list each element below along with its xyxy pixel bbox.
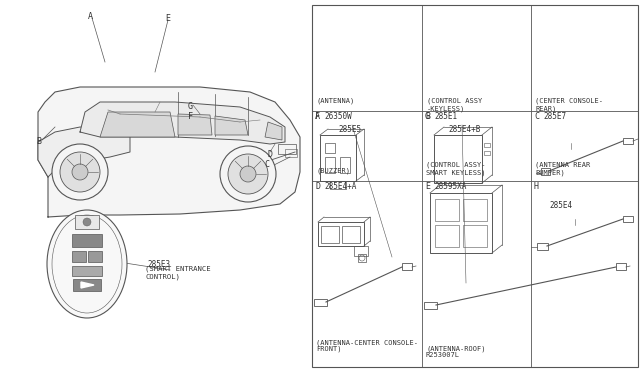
Text: A: A (315, 112, 320, 121)
Bar (537, 243, 548, 250)
Bar (484, 143, 490, 147)
Polygon shape (80, 102, 285, 144)
Text: 28595XA: 28595XA (434, 182, 467, 191)
Bar (354, 246, 368, 256)
Circle shape (240, 166, 256, 182)
Text: E: E (165, 14, 170, 23)
Bar (616, 263, 626, 270)
Text: 285E1: 285E1 (434, 112, 457, 121)
Text: E: E (425, 182, 430, 191)
Bar (330, 181, 346, 189)
Bar (463, 225, 487, 247)
Text: (ANTENNA REAR: (ANTENNA REAR (535, 162, 590, 169)
Text: BUMPER): BUMPER) (535, 169, 564, 176)
Ellipse shape (47, 210, 127, 318)
Circle shape (60, 152, 100, 192)
Bar (325, 157, 335, 173)
Bar (314, 299, 327, 306)
Circle shape (52, 144, 108, 200)
Text: C: C (534, 112, 539, 121)
Bar (321, 226, 339, 243)
Polygon shape (100, 112, 175, 137)
Text: FRONT): FRONT) (316, 346, 342, 353)
Bar (72, 251, 86, 262)
Text: (CONTROL ASSY-: (CONTROL ASSY- (426, 162, 486, 169)
Bar (623, 216, 633, 222)
Text: 285E3: 285E3 (147, 260, 170, 269)
Text: D: D (315, 182, 320, 191)
Text: D: D (268, 150, 273, 159)
Bar (430, 193, 492, 253)
Bar (88, 251, 102, 262)
Circle shape (83, 218, 91, 226)
Text: F: F (188, 112, 193, 121)
Circle shape (72, 164, 88, 180)
Circle shape (228, 154, 268, 194)
Polygon shape (265, 122, 282, 140)
Text: C: C (264, 160, 269, 169)
Text: 26350W: 26350W (324, 112, 352, 121)
Text: (SMART ENTRANCE: (SMART ENTRANCE (145, 266, 211, 273)
Text: -KEYLESS): -KEYLESS) (427, 105, 465, 112)
Bar (435, 225, 459, 247)
Bar (435, 199, 459, 221)
Bar (320, 135, 356, 181)
Text: (ANTENNA-ROOF): (ANTENNA-ROOF) (426, 345, 486, 352)
Bar (484, 151, 490, 155)
Circle shape (220, 146, 276, 202)
Text: REAR): REAR) (535, 105, 556, 112)
Polygon shape (215, 116, 248, 135)
Bar (623, 138, 633, 144)
Text: (ANTENNA): (ANTENNA) (317, 98, 355, 105)
Bar (285, 149, 297, 157)
Bar (312, 5, 638, 367)
Bar (402, 263, 412, 270)
Bar (73, 279, 101, 291)
Bar (325, 143, 335, 153)
Bar (424, 302, 437, 309)
Text: R253007L: R253007L (426, 352, 460, 358)
Bar (72, 234, 102, 247)
Polygon shape (81, 282, 94, 288)
Bar (72, 266, 102, 276)
Text: 285E4+A: 285E4+A (324, 182, 356, 191)
Text: (ANTENNA-CENTER CONSOLE-: (ANTENNA-CENTER CONSOLE- (316, 339, 418, 346)
Text: 285E4: 285E4 (549, 201, 572, 210)
Bar (75, 215, 99, 229)
Bar (318, 222, 364, 246)
Text: 285E7: 285E7 (543, 112, 566, 121)
Polygon shape (38, 127, 130, 177)
Bar (434, 135, 482, 183)
Text: (BUZZER): (BUZZER) (317, 168, 351, 174)
Text: G: G (425, 112, 430, 121)
Bar (278, 144, 296, 154)
Bar (358, 254, 366, 262)
Text: B: B (36, 137, 41, 146)
Text: H: H (534, 182, 539, 191)
Text: B: B (425, 112, 430, 121)
Text: (CONTROL ASSY: (CONTROL ASSY (427, 98, 483, 105)
Text: CONTROL): CONTROL) (145, 273, 180, 279)
Polygon shape (178, 114, 212, 135)
Text: 285E5: 285E5 (338, 125, 361, 134)
Text: A: A (88, 12, 93, 21)
Bar (463, 199, 487, 221)
Text: SMART KEYLESS): SMART KEYLESS) (426, 169, 486, 176)
Polygon shape (38, 87, 300, 217)
Bar (342, 226, 360, 243)
Bar (541, 168, 550, 175)
Bar (340, 157, 350, 173)
Text: 285E4+B: 285E4+B (448, 125, 481, 134)
Text: G: G (188, 102, 193, 111)
Text: (CENTER CONSOLE-: (CENTER CONSOLE- (535, 98, 603, 105)
Text: F: F (315, 112, 320, 121)
